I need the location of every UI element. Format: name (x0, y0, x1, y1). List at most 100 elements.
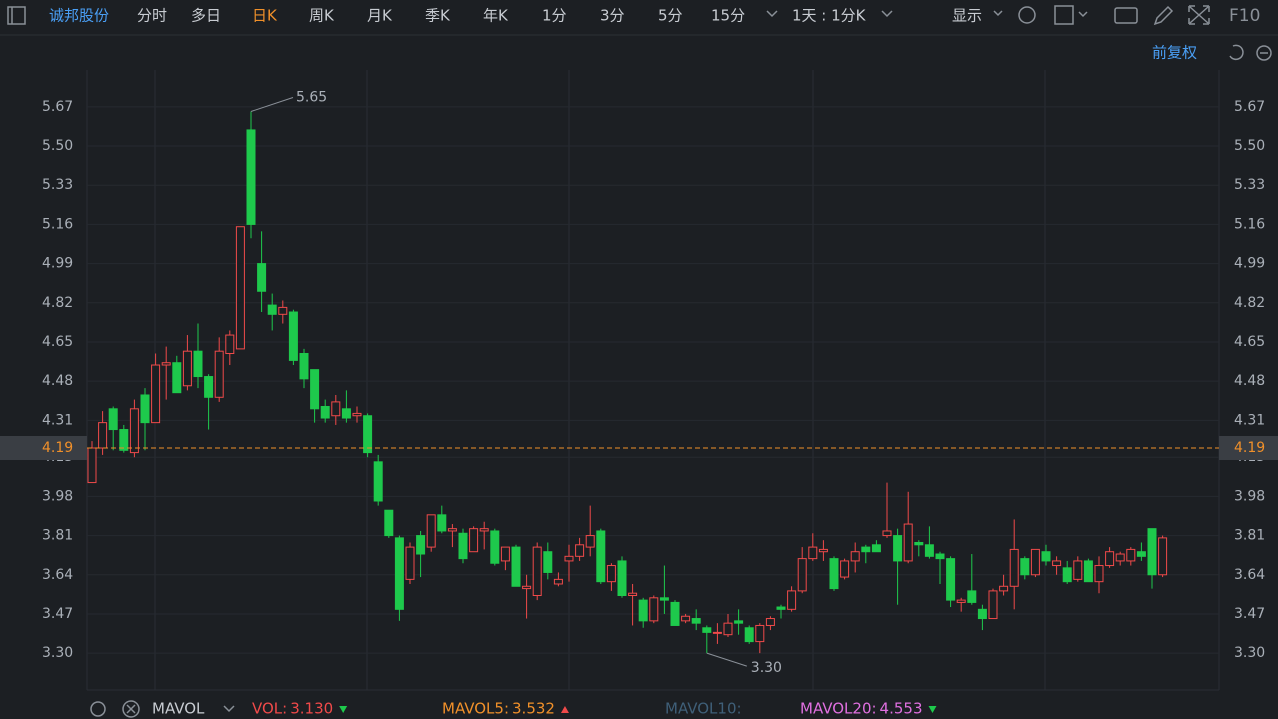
interval-dropdown[interactable] (881, 10, 893, 18)
candle-body (320, 406, 330, 419)
candle-body (1052, 560, 1062, 567)
last-price-label: 4.19 (42, 440, 73, 456)
more-periods[interactable] (766, 10, 778, 18)
candle-body (1083, 560, 1093, 583)
minus-icon[interactable] (1256, 45, 1272, 61)
y2-tick-label: 3.64 (1234, 567, 1265, 583)
y2-tick-label: 3.81 (1234, 528, 1265, 544)
period-tab[interactable]: 1分 (542, 7, 567, 25)
period-tab[interactable]: 日K (252, 7, 278, 25)
period-tab[interactable]: 多日 (191, 7, 221, 25)
candle-body (267, 304, 277, 315)
indicator-settings[interactable] (90, 701, 106, 717)
reset-icon[interactable] (1229, 44, 1244, 61)
indicator-close[interactable] (122, 700, 140, 718)
candle-body (98, 422, 108, 449)
candle-body (787, 590, 797, 610)
checkbox-dropdown[interactable] (1078, 11, 1088, 18)
indicator-label: MAVOL20: (800, 700, 877, 718)
period-tab[interactable]: 3分 (600, 7, 625, 25)
y2-tick-label: 4.48 (1234, 373, 1265, 389)
y2-tick-label: 4.82 (1234, 295, 1265, 311)
fullscreen-icon[interactable] (1188, 5, 1210, 25)
candle-body (405, 546, 415, 580)
candle-body (331, 401, 341, 417)
indicator-dropdown[interactable] (223, 705, 235, 713)
candle-body (204, 376, 214, 398)
candle-body (1062, 567, 1072, 583)
y2-tick-label: 3.98 (1234, 488, 1265, 504)
candle-body (670, 601, 680, 626)
display-menu[interactable]: 显示 (952, 7, 982, 25)
period-tab[interactable]: 5分 (658, 7, 683, 25)
candle-body (755, 624, 765, 643)
candle-body (500, 546, 510, 562)
candle-body (1126, 548, 1136, 562)
candle-body (108, 408, 118, 431)
max-label: 5.65 (296, 89, 327, 105)
candle-body (903, 523, 913, 562)
candle-body (458, 532, 468, 560)
candle-body (469, 528, 479, 553)
y-tick-label: 4.99 (42, 256, 73, 272)
indicator-arrow (928, 706, 937, 713)
candle-body (214, 350, 224, 398)
period-tab[interactable]: 年K (483, 7, 509, 25)
period-tab[interactable]: 周K (309, 7, 335, 25)
period-tab[interactable]: 15分 (711, 7, 745, 25)
candle-body (638, 599, 648, 622)
display-dropdown[interactable] (993, 10, 1003, 17)
candle-body (299, 352, 309, 380)
period-tab[interactable]: 分时 (137, 7, 167, 25)
candle-body (129, 408, 139, 454)
y-tick-label: 4.65 (42, 334, 73, 350)
y-tick-label: 5.50 (42, 138, 73, 154)
candle-body (479, 528, 489, 532)
draw-icon[interactable] (1153, 5, 1174, 26)
candle-body (829, 558, 839, 590)
min-leader (706, 652, 747, 667)
candle-body (935, 553, 945, 560)
camera-icon[interactable] (1114, 7, 1138, 24)
y-tick-label: 5.16 (42, 216, 73, 232)
y-tick-label: 3.30 (42, 645, 73, 661)
candle-body (522, 585, 532, 590)
candle-body (765, 618, 775, 626)
candle-body (1147, 528, 1157, 576)
candle-body (850, 551, 860, 562)
candle-body (1030, 548, 1040, 576)
stock-name[interactable]: 诚邦股份 (49, 7, 109, 25)
candle-body (1158, 537, 1168, 576)
candle-body (352, 412, 362, 417)
candle-body (914, 541, 924, 546)
checkbox-icon[interactable] (1054, 5, 1074, 25)
period-tab[interactable]: 季K (425, 7, 451, 25)
last-price-tag (1219, 435, 1278, 460)
settings-icon[interactable] (1018, 6, 1036, 24)
y-tick-label: 4.48 (42, 373, 73, 389)
candle-body (341, 408, 351, 419)
candle-body (257, 263, 267, 292)
y-tick-label: 5.67 (42, 99, 73, 115)
candle-body (1073, 560, 1083, 580)
y-tick-label: 3.47 (42, 606, 73, 622)
indicator-arrow (560, 706, 569, 713)
y2-tick-label: 4.31 (1234, 412, 1265, 428)
f10[interactable]: F10 (1229, 6, 1260, 26)
candle-body (151, 364, 161, 424)
adjust-mode[interactable]: 前复权 (1152, 44, 1197, 62)
y-tick-label: 5.33 (42, 177, 73, 193)
sidebar-toggle[interactable] (7, 6, 26, 25)
candle-body (840, 560, 850, 578)
y2-tick-label: 3.30 (1234, 645, 1265, 661)
min-label: 3.30 (751, 660, 782, 676)
last-price-tag (0, 435, 87, 460)
candle-body (659, 597, 669, 601)
y-tick-label: 3.81 (42, 528, 73, 544)
interval[interactable]: 1天 : 1分K (792, 7, 867, 25)
candle-body (702, 627, 712, 633)
candle-body (447, 528, 457, 532)
indicator-selector[interactable]: MAVOL (152, 700, 205, 718)
period-tab[interactable]: 月K (367, 7, 393, 25)
candle-body (977, 608, 987, 620)
